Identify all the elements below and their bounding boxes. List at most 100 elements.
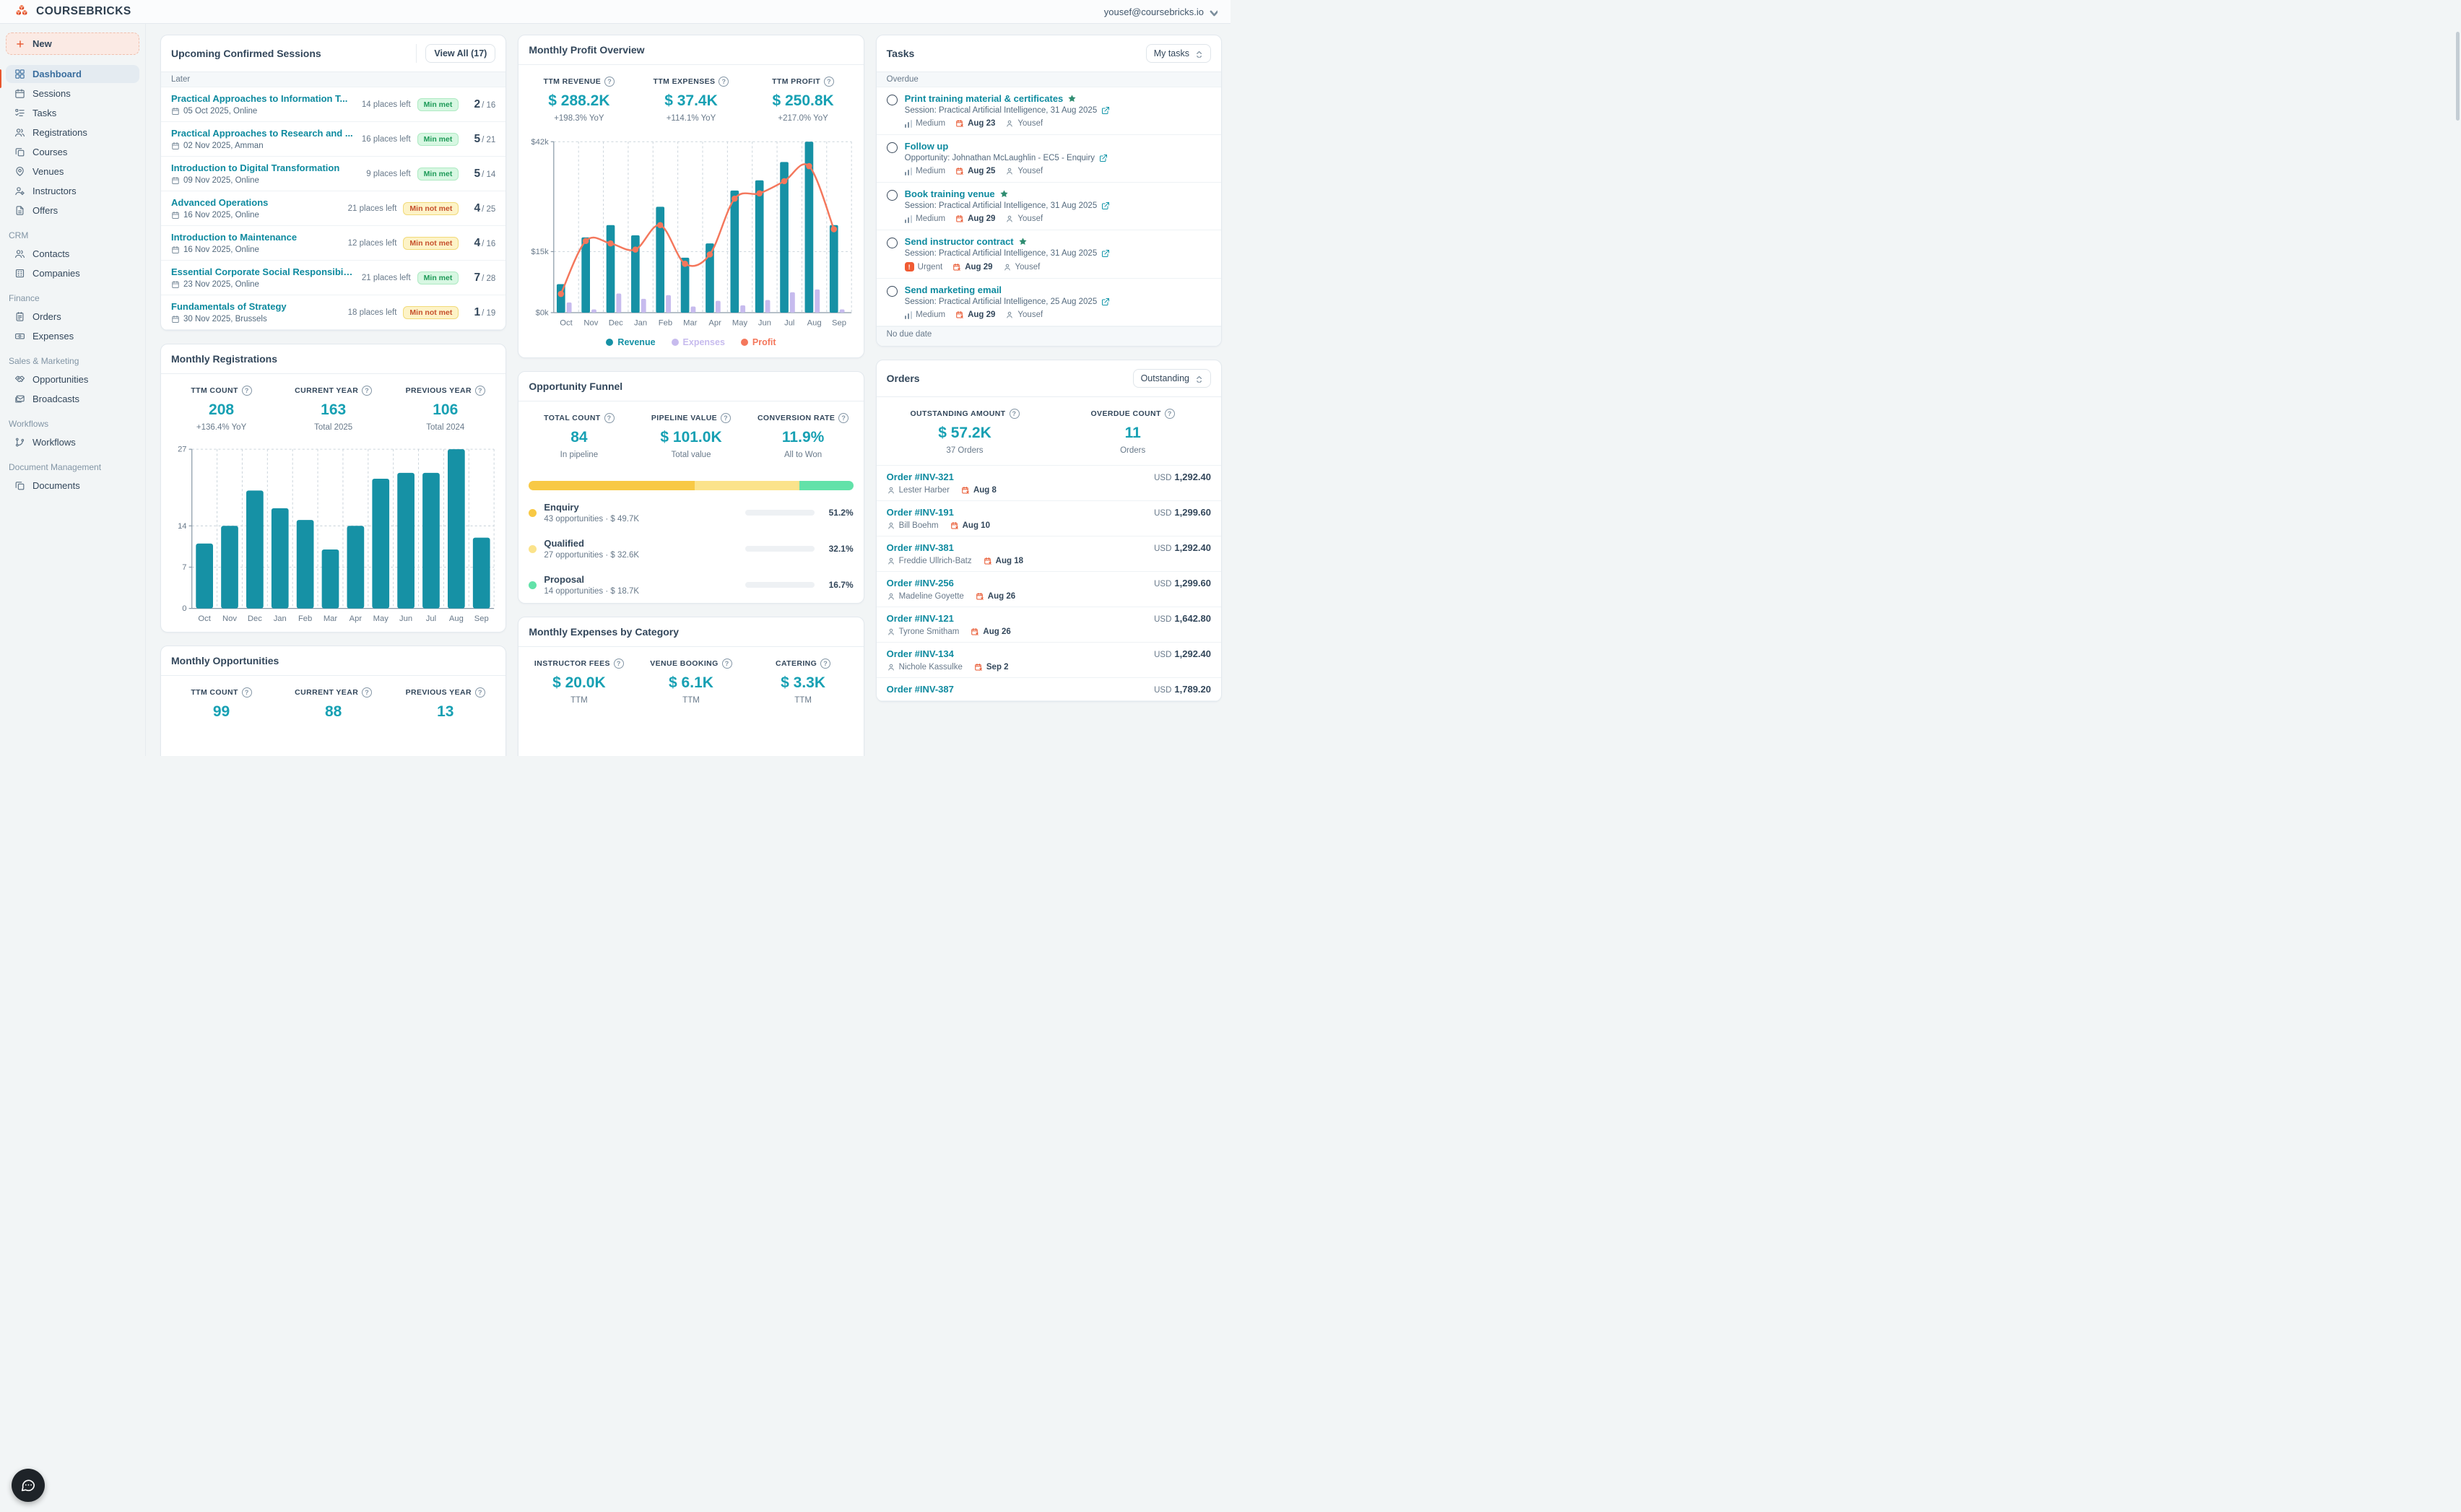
- task-link[interactable]: Follow up: [904, 141, 949, 152]
- account-menu[interactable]: yousef@coursebricks.io: [1104, 6, 1218, 17]
- external-link-icon[interactable]: [1101, 249, 1110, 258]
- external-link-icon[interactable]: [1101, 297, 1110, 306]
- star-icon[interactable]: [1018, 237, 1028, 246]
- help-icon[interactable]: ?: [474, 386, 485, 396]
- select-chevrons-icon: [1197, 51, 1202, 58]
- help-icon[interactable]: ?: [721, 659, 732, 669]
- order-link[interactable]: Order #INV-121: [886, 613, 954, 624]
- person-icon: [887, 664, 894, 671]
- view-all-button[interactable]: View All (17): [425, 44, 496, 63]
- help-icon[interactable]: ?: [613, 659, 624, 669]
- legend-item: Revenue: [606, 337, 656, 347]
- order-link[interactable]: Order #INV-387: [886, 684, 954, 695]
- help-icon[interactable]: ?: [241, 386, 252, 396]
- help-icon[interactable]: ?: [362, 687, 373, 698]
- sidebar-item[interactable]: Registrations: [6, 123, 139, 142]
- help-icon[interactable]: ?: [719, 77, 729, 87]
- order-link[interactable]: Order #INV-134: [886, 648, 954, 659]
- task-link[interactable]: Book training venue: [904, 188, 995, 199]
- svg-text:Mar: Mar: [683, 318, 698, 327]
- external-link-icon[interactable]: [1101, 106, 1110, 115]
- help-icon[interactable]: ?: [838, 413, 849, 424]
- scrollbar[interactable]: [2456, 32, 2460, 121]
- dashboard-content: Upcoming Confirmed Sessions View All (17…: [146, 24, 1230, 756]
- task-checkbox[interactable]: [886, 286, 898, 297]
- help-icon[interactable]: ?: [721, 413, 732, 424]
- stage-progress: [745, 510, 815, 516]
- sidebar-item[interactable]: Expenses: [6, 327, 139, 345]
- priority-medium-icon: [904, 167, 913, 175]
- svg-text:Jun: Jun: [399, 614, 412, 623]
- stage-detail: 14 opportunities · $ 18.7K: [544, 587, 640, 596]
- new-button[interactable]: New: [6, 32, 139, 55]
- help-icon[interactable]: ?: [1009, 409, 1020, 419]
- session-link[interactable]: Introduction to Maintenance: [171, 232, 298, 243]
- help-icon[interactable]: ?: [604, 413, 615, 424]
- chat-launcher[interactable]: [12, 1469, 45, 1502]
- places-left: 9 places left: [366, 169, 411, 178]
- session-link[interactable]: Advanced Operations: [171, 197, 269, 208]
- sidebar-item[interactable]: Venues: [6, 162, 139, 181]
- help-icon[interactable]: ?: [1164, 409, 1175, 419]
- profit-chart: $0k $15k $42k Oct Nov Dec Jan Feb Mar Apr May Jun Ju…: [518, 133, 863, 336]
- top-bar: COURSEBRICKS yousef@coursebricks.io: [0, 0, 1230, 24]
- sidebar-item[interactable]: Tasks: [6, 104, 139, 122]
- external-link-icon[interactable]: [1101, 201, 1110, 210]
- tasks-filter-select[interactable]: My tasks: [1145, 44, 1211, 63]
- task-link[interactable]: Print training material & certificates: [904, 93, 1064, 104]
- sidebar-item[interactable]: Opportunities: [6, 370, 139, 388]
- help-icon[interactable]: ?: [824, 77, 835, 87]
- external-link-icon[interactable]: [1099, 154, 1108, 162]
- help-icon[interactable]: ?: [362, 386, 373, 396]
- stat-sub: Orders: [1120, 446, 1146, 455]
- star-icon[interactable]: [999, 189, 1009, 199]
- places-left: 12 places left: [347, 238, 397, 248]
- task-link[interactable]: Send instructor contract: [904, 236, 1014, 247]
- sidebar-item[interactable]: Offers: [6, 201, 139, 220]
- session-link[interactable]: Essential Corporate Social Responsibili.…: [171, 266, 355, 277]
- order-row: Order #INV-256 USD 1,299.60 Madeline Goye…: [876, 572, 1221, 607]
- order-link[interactable]: Order #INV-321: [886, 472, 954, 482]
- stat-sub: All to Won: [784, 451, 822, 460]
- session-row: Essential Corporate Social Responsibili.…: [161, 261, 506, 295]
- session-link[interactable]: Practical Approaches to Research and ...: [171, 128, 353, 139]
- session-link[interactable]: Practical Approaches to Information T...: [171, 93, 348, 104]
- sidebar-item[interactable]: Contacts: [6, 245, 139, 263]
- sidebar-item[interactable]: Documents: [6, 477, 139, 495]
- order-link[interactable]: Order #INV-256: [886, 578, 954, 588]
- help-icon[interactable]: ?: [474, 687, 485, 698]
- min-status-badge: Min met: [417, 97, 459, 111]
- stat-sub: +114.1% YoY: [666, 114, 716, 123]
- orders-filter-select[interactable]: Outstanding: [1132, 369, 1211, 388]
- sidebar-item[interactable]: Courses: [6, 143, 139, 161]
- sidebar-item[interactable]: Broadcasts: [6, 390, 139, 408]
- task-link[interactable]: Send marketing email: [904, 284, 1002, 295]
- session-link[interactable]: Introduction to Digital Transformation: [171, 162, 340, 173]
- task-checkbox[interactable]: [886, 142, 898, 153]
- sidebar-item[interactable]: Companies: [6, 264, 139, 282]
- stat: TTM EXPENSES? $ 37.4K +114.1% YoY: [635, 77, 747, 123]
- sidebar-item[interactable]: Instructors: [6, 182, 139, 200]
- group-label: Overdue: [876, 72, 1221, 87]
- stat-value: 99: [212, 703, 230, 721]
- task-checkbox[interactable]: [886, 238, 898, 248]
- star-icon[interactable]: [1067, 94, 1077, 103]
- task-checkbox[interactable]: [886, 190, 898, 201]
- sidebar-item[interactable]: Sessions: [6, 84, 139, 103]
- sidebar-item[interactable]: Orders: [6, 308, 139, 326]
- svg-text:Mar: Mar: [324, 614, 338, 623]
- sidebar-item[interactable]: Workflows: [6, 433, 139, 451]
- help-icon[interactable]: ?: [241, 687, 252, 698]
- task-checkbox[interactable]: [886, 95, 898, 105]
- order-link[interactable]: Order #INV-191: [886, 507, 954, 518]
- svg-text:0: 0: [182, 604, 186, 613]
- priority-medium-icon: [904, 310, 913, 319]
- help-icon[interactable]: ?: [604, 77, 615, 87]
- active-indicator: [0, 69, 1, 88]
- sidebar-item[interactable]: Dashboard: [6, 65, 139, 83]
- session-link[interactable]: Fundamentals of Strategy: [171, 301, 287, 312]
- svg-text:May: May: [373, 614, 389, 623]
- brand: COURSEBRICKS: [13, 3, 131, 20]
- help-icon[interactable]: ?: [820, 659, 831, 669]
- order-link[interactable]: Order #INV-381: [886, 542, 954, 553]
